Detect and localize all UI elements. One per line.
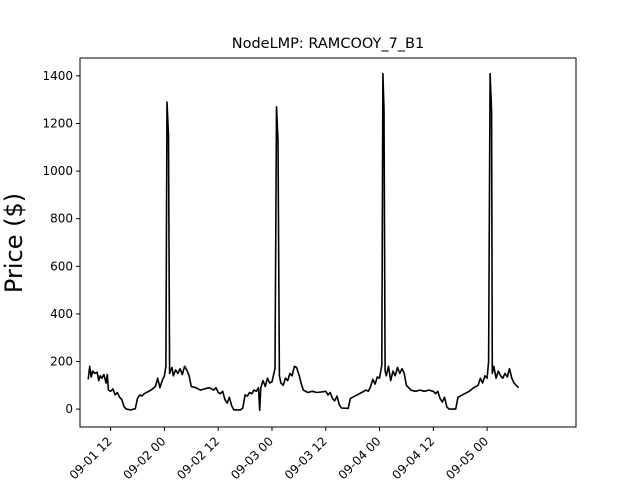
y-tick-label: 800 (50, 212, 73, 226)
x-tick-label: 09-03 12 (282, 434, 330, 480)
x-tick-label: 09-04 00 (336, 434, 384, 480)
y-axis-ticks: 0 200 400 600 800 1000 1200 1400 (42, 69, 80, 416)
x-tick-label: 09-03 00 (228, 434, 276, 480)
x-tick-label: 09-02 12 (174, 434, 222, 480)
y-tick-label: 400 (50, 307, 73, 321)
price-series-line (87, 72, 520, 412)
plot-area-frame (79, 57, 577, 428)
y-tick-label: 1200 (42, 116, 73, 130)
x-tick-label: 09-04 12 (389, 434, 437, 480)
y-tick-label: 1400 (42, 69, 73, 83)
chart-title: NodeLMP: RAMCOOY_7_B1 (232, 36, 425, 52)
y-axis-label: Price ($) (0, 193, 28, 293)
series-group (87, 72, 520, 412)
x-tick-label: 09-05 00 (443, 434, 491, 480)
y-tick-label: 600 (50, 259, 73, 273)
y-tick-label: 0 (65, 402, 73, 416)
y-tick-label: 1000 (42, 164, 73, 178)
x-tick-label: 09-01 12 (67, 434, 115, 480)
y-tick-label: 200 (50, 355, 73, 369)
x-tick-label: 09-02 00 (120, 434, 168, 480)
x-axis-ticks: 09-01 12 09-02 00 09-02 12 09-03 00 09-03 12… (67, 427, 491, 480)
